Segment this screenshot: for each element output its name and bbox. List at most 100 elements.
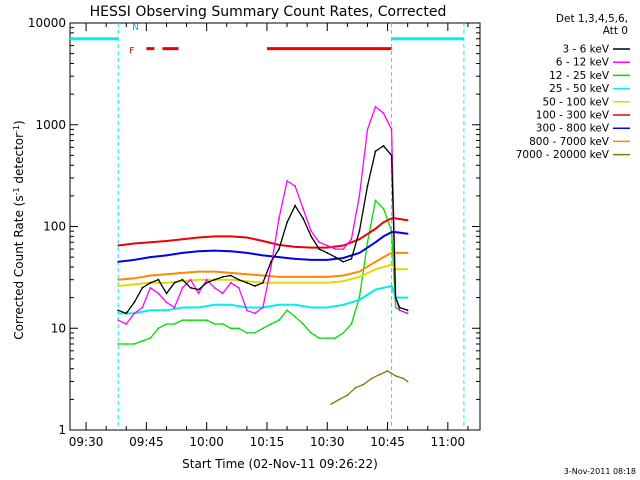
data-point-300-800-kev [390,231,393,234]
data-point-100-300-kev [382,221,385,224]
data-point-12-25-kev [270,323,272,325]
data-point-300-800-kev [394,231,397,234]
y-axis-label: Corrected Count Rate (s-1 detector-1) [12,120,27,339]
data-point-12-25-kev [318,337,321,339]
data-point-7000-20000-kev [386,370,389,372]
data-point-6-12-kev [149,286,152,289]
data-point-300-800-kev [326,259,329,261]
data-point-6-12-kev [141,306,144,309]
data-point-6-12-kev [189,278,192,281]
data-point-3-6-kev [390,154,393,157]
data-point-50-100-kev [197,278,200,281]
data-point-300-800-kev [181,252,184,254]
y-tick-label: 10 [51,321,66,335]
data-point-3-6-kev [189,286,192,289]
flare-flag-label: F [129,47,134,57]
data-point-800-7000-kev [278,276,280,278]
data-point-12-25-kev [117,343,120,345]
data-point-3-6-kev [270,260,272,263]
x-tick-label: 11:00 [431,435,466,449]
data-point-6-12-kev [125,323,128,325]
data-point-50-100-kev [246,280,248,283]
data-point-25-50-kev [374,288,377,291]
legend-label-6-12-kev: 6 - 12 keV [556,57,610,69]
data-point-3-6-kev [197,288,200,291]
data-point-300-800-kev [117,260,120,263]
data-point-800-7000-kev [117,278,120,281]
legend-label-800-7000-kev: 800 - 7000 keV [529,136,610,148]
data-point-6-12-kev [382,112,385,115]
data-point-12-25-kev [213,323,216,325]
data-point-800-7000-kev [181,272,184,274]
data-point-300-800-kev [149,256,152,258]
data-point-3-6-kev [326,252,329,254]
data-point-25-50-kev [197,306,200,309]
y-label-sup2: -1 [12,125,21,133]
y-axis-label-group: Corrected Count Rate (s-1 detector-1) [12,120,27,339]
data-point-12-25-kev [310,332,313,334]
data-point-300-800-kev [278,256,280,258]
series-line-6-12-kev [117,105,408,325]
data-point-12-25-kev [342,332,345,334]
data-point-3-6-kev [334,256,337,258]
data-point-6-12-kev [262,306,264,309]
data-point-800-7000-kev [374,260,377,263]
data-point-300-800-kev [310,259,313,261]
data-point-12-25-kev [358,296,361,299]
data-point-100-300-kev [394,217,397,220]
data-point-12-25-kev [294,315,296,318]
series-line-25-50-kev [118,284,408,315]
data-point-3-6-kev [302,217,304,220]
data-point-6-12-kev [181,286,184,289]
data-point-12-25-kev [382,207,385,210]
y-label-main: Corrected Count Rate (s [12,195,26,339]
data-point-12-25-kev [133,343,136,345]
data-point-100-300-kev [374,227,377,230]
data-point-12-25-kev [262,327,264,330]
data-point-25-50-kev [278,303,280,306]
data-point-12-25-kev [254,332,256,334]
data-point-7000-20000-kev [378,373,381,376]
data-point-6-12-kev [157,292,160,295]
data-point-12-25-kev [189,319,192,322]
x-tick-label: 09:30 [69,435,104,449]
data-point-12-25-kev [366,241,369,244]
data-point-25-50-kev [406,296,409,299]
data-point-6-12-kev [286,180,288,182]
data-point-300-800-kev [374,241,377,244]
data-point-100-300-kev [390,217,393,220]
data-point-6-12-kev [406,312,409,315]
data-point-3-6-kev [133,301,136,304]
data-point-12-25-kev [302,323,304,325]
data-point-100-300-kev [181,238,184,241]
data-point-12-25-kev [334,337,337,339]
data-point-800-7000-kev [406,252,409,254]
data-point-12-25-kev [125,343,128,345]
data-point-7000-20000-kev [362,383,365,386]
data-point-100-300-kev [213,235,216,238]
data-point-50-100-kev [342,280,345,283]
data-point-800-7000-kev [149,274,152,277]
data-point-100-300-kev [358,238,361,241]
data-point-800-7000-kev [133,277,136,280]
data-point-800-7000-kev [390,252,393,254]
data-point-3-6-kev [141,286,144,289]
data-point-12-25-kev [165,323,168,325]
data-point-25-50-kev [181,306,184,309]
plot-area: 1 10 100 1000 10000 09:30 09:45 10:00 10:15 10:30… [28,16,481,449]
data-point-100-300-kev [278,244,280,246]
data-point-12-25-kev [229,327,232,330]
data-point-300-800-kev [213,249,216,252]
data-point-12-25-kev [326,337,329,339]
data-point-50-100-kev [390,263,393,266]
data-point-100-300-kev [326,246,329,249]
data-point-25-50-kev [165,309,168,312]
y-label-sup1: -1 [12,187,21,195]
data-point-300-800-kev [406,232,409,235]
data-point-3-6-kev [229,274,232,277]
data-point-6-12-kev [334,248,337,251]
legend-header-line-2: Att 0 [603,25,628,37]
data-point-7000-20000-kev [394,375,397,377]
data-point-800-7000-kev [246,273,248,276]
